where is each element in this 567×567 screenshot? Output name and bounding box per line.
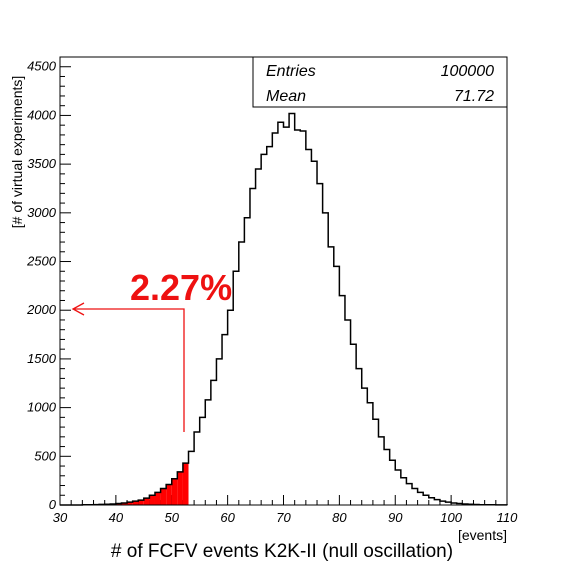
histogram-bin-highlighted bbox=[171, 478, 178, 505]
histogram-bin bbox=[339, 296, 345, 505]
y-tick-label: 4000 bbox=[27, 107, 57, 122]
histogram-bin bbox=[373, 419, 379, 505]
histogram-bin bbox=[256, 169, 262, 505]
x-tick-label: 80 bbox=[332, 510, 347, 525]
histogram-bin bbox=[311, 161, 317, 505]
stats-box: Entries 100000 Mean 71.72 bbox=[252, 56, 508, 108]
histogram-bin-highlighted bbox=[127, 502, 133, 505]
histogram-bin bbox=[328, 247, 334, 505]
x-tick-label: 50 bbox=[165, 510, 180, 525]
histogram-bin bbox=[434, 500, 440, 505]
histogram-bin-highlighted bbox=[121, 503, 128, 505]
histogram-bin bbox=[211, 380, 217, 505]
histogram-bin bbox=[261, 154, 267, 505]
y-tick-label: 2500 bbox=[26, 254, 57, 269]
x-tick-label: 90 bbox=[388, 510, 403, 525]
histogram-bin bbox=[194, 432, 200, 505]
histogram-bin bbox=[334, 266, 340, 505]
histogram-bin bbox=[200, 417, 206, 505]
histogram-bin bbox=[323, 213, 329, 505]
histogram-bin bbox=[306, 150, 312, 505]
stats-mean-label: Mean bbox=[266, 88, 306, 105]
y-tick-label: 3000 bbox=[27, 205, 57, 220]
histogram-bin-highlighted bbox=[166, 484, 172, 505]
y-tick-label: 1500 bbox=[27, 351, 57, 366]
histogram-bin bbox=[412, 488, 418, 505]
histogram-bin-highlighted bbox=[138, 500, 144, 505]
x-axis-title: # of FCFV events K2K-II (null oscillatio… bbox=[111, 541, 453, 562]
histogram-bin bbox=[317, 184, 323, 505]
histogram-bin-highlighted bbox=[182, 463, 189, 505]
x-tick-label: 100 bbox=[440, 510, 462, 525]
stats-entries-value: 100000 bbox=[441, 63, 494, 80]
histogram-bin bbox=[189, 451, 195, 505]
histogram-bin bbox=[289, 113, 295, 505]
x-tick-label: 70 bbox=[276, 510, 291, 525]
y-tick-label: 0 bbox=[49, 497, 57, 512]
histogram-bin bbox=[228, 310, 234, 505]
histogram-bin bbox=[216, 359, 222, 505]
histogram-outline bbox=[60, 112, 508, 506]
y-tick-label: 1000 bbox=[27, 400, 57, 415]
y-tick-label: 2000 bbox=[26, 302, 57, 317]
annotation-percentage: 2.27% bbox=[130, 267, 232, 308]
histogram-bin-highlighted bbox=[154, 492, 161, 505]
x-tick-label: 40 bbox=[109, 510, 124, 525]
histogram-bin bbox=[345, 320, 351, 505]
y-tick-label: 500 bbox=[34, 448, 56, 463]
histogram-bin bbox=[423, 495, 429, 505]
histogram-bin bbox=[284, 127, 290, 505]
stats-mean-value: 71.72 bbox=[454, 88, 494, 105]
histogram-bin-highlighted bbox=[143, 498, 150, 505]
histogram-bin bbox=[295, 130, 301, 505]
annotation-arrow-head bbox=[71, 302, 85, 316]
histogram-bin bbox=[233, 271, 239, 505]
histogram-bin bbox=[384, 449, 390, 505]
histogram-bin bbox=[300, 131, 306, 505]
histogram-bin bbox=[390, 460, 396, 505]
histogram-bin bbox=[395, 470, 401, 505]
histogram-bin bbox=[205, 400, 211, 505]
y-tick-label: 3500 bbox=[27, 156, 57, 171]
histogram-bin bbox=[239, 242, 245, 505]
histogram-bin-highlighted bbox=[160, 488, 167, 505]
x-axis-unit: [events] bbox=[458, 527, 507, 543]
x-tick-label: 30 bbox=[53, 510, 68, 525]
histogram-bin bbox=[222, 335, 228, 505]
histogram-bin bbox=[356, 369, 362, 505]
histogram-bin bbox=[418, 492, 424, 505]
y-axis-title: [# of virtual experiments] bbox=[9, 76, 25, 229]
histogram-bin bbox=[351, 344, 357, 505]
histogram-bin bbox=[267, 147, 273, 505]
histogram-bin bbox=[401, 478, 407, 505]
histogram-bin bbox=[250, 188, 256, 505]
y-tick-label: 4500 bbox=[27, 59, 57, 74]
histogram-bin-highlighted bbox=[177, 471, 183, 505]
x-tick-label: 60 bbox=[220, 510, 235, 525]
histogram-bin bbox=[272, 133, 278, 505]
histogram-bin bbox=[429, 498, 435, 505]
x-tick-label: 110 bbox=[497, 510, 518, 525]
histogram-bin-highlighted bbox=[132, 501, 139, 505]
histogram-bin bbox=[278, 122, 284, 505]
histogram-bin bbox=[244, 218, 250, 505]
histogram-bin bbox=[362, 388, 368, 505]
annotation-arrow-line bbox=[74, 308, 185, 432]
histogram-bin bbox=[406, 484, 412, 505]
percentage-annotation: 2.27% bbox=[71, 267, 232, 432]
stats-entries-label: Entries bbox=[266, 63, 316, 80]
histogram-bin bbox=[378, 437, 384, 505]
histogram-bin bbox=[367, 403, 373, 505]
histogram-bin-highlighted bbox=[149, 495, 155, 505]
